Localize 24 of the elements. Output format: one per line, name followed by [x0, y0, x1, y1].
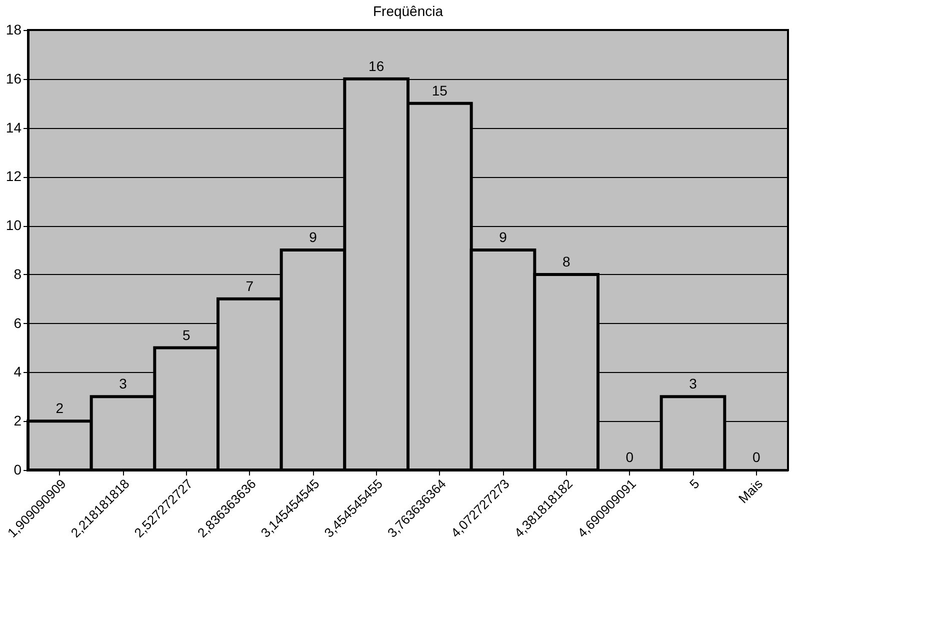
data-label: 5 [182, 326, 190, 343]
data-label: 16 [368, 58, 384, 74]
y-tick-label: 6 [14, 314, 22, 331]
data-label: 8 [562, 253, 570, 270]
y-tick-label: 4 [14, 364, 22, 380]
y-tick-label: 14 [6, 119, 22, 136]
data-label: 0 [626, 449, 634, 465]
y-tick-label: 18 [6, 22, 22, 38]
y-tick-label: 16 [6, 70, 22, 86]
y-tick-label: 0 [14, 462, 22, 478]
data-label: 9 [309, 229, 318, 245]
data-label: 9 [499, 229, 508, 245]
y-tick-label: 2 [14, 412, 22, 429]
data-label: 2 [56, 400, 64, 416]
y-tick-label: 12 [6, 168, 22, 184]
y-tick-label: 8 [14, 266, 22, 282]
y-tick-label: 10 [6, 217, 22, 234]
x-tick-label: 5 [686, 476, 702, 492]
data-label: 0 [752, 449, 760, 465]
data-label: 3 [119, 376, 128, 392]
data-label: 3 [689, 376, 698, 392]
data-label: 15 [432, 82, 448, 98]
chart-title: Freqüência [372, 3, 444, 19]
data-label: 7 [246, 278, 254, 294]
